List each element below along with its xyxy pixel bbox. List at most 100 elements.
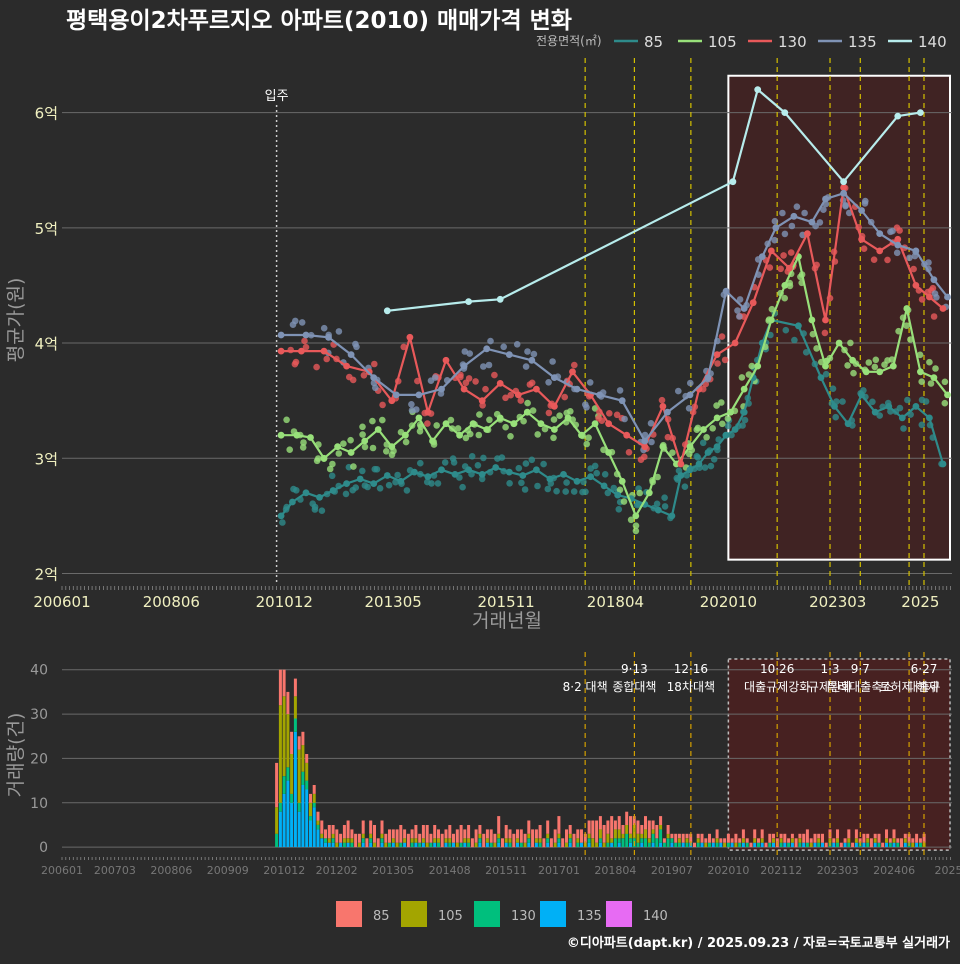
scatter-point-135 xyxy=(523,363,530,370)
volume-bar-105 xyxy=(644,829,647,838)
volume-bar-85 xyxy=(460,825,463,843)
data-point-105 xyxy=(931,374,938,381)
volume-bar-85 xyxy=(388,829,391,842)
volume-bar-85 xyxy=(298,736,301,749)
volume-bar-105 xyxy=(911,843,914,847)
volume-bar-85 xyxy=(343,825,346,838)
scatter-point-105 xyxy=(379,417,386,424)
event-name-label: 대출규제강화 xyxy=(744,680,810,694)
volume-bar-85 xyxy=(761,829,764,838)
scatter-point-135 xyxy=(862,198,869,205)
volume-bar-85 xyxy=(622,825,625,834)
volume-bar-85 xyxy=(497,816,500,834)
data-point-105 xyxy=(348,449,355,456)
volume-bar-135 xyxy=(719,843,722,847)
volume-bar-135 xyxy=(332,843,335,847)
data-point-85 xyxy=(669,513,676,520)
data-point-105 xyxy=(768,317,775,324)
volume-bar-130 xyxy=(588,838,591,842)
volume-bar-85 xyxy=(542,838,545,847)
scatter-point-135 xyxy=(779,210,786,217)
data-point-85 xyxy=(687,466,694,473)
volume-bar-85 xyxy=(369,821,372,834)
scatter-point-135 xyxy=(524,348,531,355)
volume-bar-85 xyxy=(426,825,429,843)
scatter-point-135 xyxy=(782,231,789,238)
legend-swatch-label-105: 105 xyxy=(438,909,463,924)
volume-bar-135 xyxy=(814,843,817,847)
data-point-105 xyxy=(700,426,707,433)
data-point-135 xyxy=(596,392,603,399)
volume-bar-105 xyxy=(874,838,877,842)
volume-bar-85 xyxy=(874,834,877,838)
data-point-130 xyxy=(461,386,468,393)
volume-bar-85 xyxy=(591,821,594,839)
data-point-130 xyxy=(515,392,522,399)
volume-bar-85 xyxy=(610,816,613,838)
legend-title: 전용면적(㎡) xyxy=(536,34,602,48)
scatter-point-85 xyxy=(579,489,586,496)
volume-bar-85 xyxy=(362,821,365,834)
volume-bar-85 xyxy=(396,829,399,842)
volume-bar-130 xyxy=(539,843,542,847)
scatter-point-85 xyxy=(329,473,336,480)
volume-bar-105 xyxy=(317,821,320,825)
volume-bar-135 xyxy=(301,785,304,847)
scatter-point-105 xyxy=(403,439,410,446)
volume-bar-85 xyxy=(911,838,914,842)
scatter-point-130 xyxy=(884,257,891,264)
data-point-105 xyxy=(361,438,368,445)
volume-bar-85 xyxy=(648,821,651,839)
data-point-135 xyxy=(723,288,730,295)
data-point-85 xyxy=(926,415,933,422)
event-name-label: 대출규 xyxy=(907,680,940,694)
y-tick-label: 5억 xyxy=(35,220,58,238)
volume-bar-105 xyxy=(557,834,560,838)
data-point-140 xyxy=(894,113,901,120)
scatter-point-130 xyxy=(482,386,489,393)
volume-bar-135 xyxy=(802,843,805,847)
volume-bar-130 xyxy=(655,838,658,847)
volume-bar-105 xyxy=(591,838,594,847)
data-point-85 xyxy=(858,392,865,399)
volume-bar-85 xyxy=(783,834,786,843)
volume-bar-130 xyxy=(878,843,881,847)
scatter-point-105 xyxy=(433,422,440,429)
volume-bar-85 xyxy=(365,838,368,847)
volume-bar-130 xyxy=(697,843,700,847)
x-tick-label-volume: 200909 xyxy=(207,864,249,877)
data-point-130 xyxy=(840,184,847,191)
volume-bar-85 xyxy=(625,812,628,825)
scatter-point-85 xyxy=(516,465,523,472)
data-point-105 xyxy=(632,513,639,520)
scatter-point-85 xyxy=(506,480,513,487)
scatter-point-85 xyxy=(377,485,384,492)
volume-bar-105 xyxy=(606,834,609,843)
volume-bar-85 xyxy=(644,816,647,829)
scatter-point-85 xyxy=(534,483,541,490)
volume-bar-135 xyxy=(731,843,734,847)
scatter-point-105 xyxy=(585,434,592,441)
x-tick-label: 201804 xyxy=(587,593,644,611)
scatter-point-130 xyxy=(346,374,353,381)
scatter-point-105 xyxy=(866,359,873,366)
volume-bar-135 xyxy=(629,843,632,847)
data-point-130 xyxy=(660,403,667,410)
volume-bar-85 xyxy=(339,834,342,843)
volume-bar-105 xyxy=(652,829,655,833)
volume-bar-130 xyxy=(659,829,662,842)
volume-bar-105 xyxy=(576,838,579,842)
volume-bar-135 xyxy=(362,843,365,847)
volume-bar-105 xyxy=(539,838,542,842)
volume-bar-105 xyxy=(373,843,376,847)
data-point-140 xyxy=(465,298,472,305)
scatter-point-85 xyxy=(832,414,839,421)
volume-bar-130 xyxy=(674,843,677,847)
volume-bar-130 xyxy=(836,843,839,847)
scatter-point-85 xyxy=(904,397,911,404)
x-tick-label: 201012 xyxy=(256,593,313,611)
volume-bar-85 xyxy=(614,821,617,830)
volume-bar-105 xyxy=(286,714,289,767)
